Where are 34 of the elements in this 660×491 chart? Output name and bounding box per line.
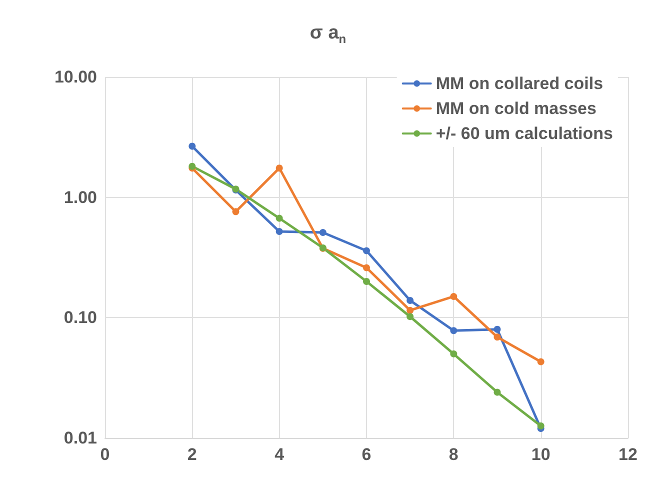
point <box>276 164 283 172</box>
point <box>450 327 458 334</box>
point <box>363 247 370 254</box>
point <box>406 306 414 314</box>
point <box>276 228 283 236</box>
x-tick-label: 4 <box>274 445 285 464</box>
point <box>494 326 501 333</box>
point <box>450 350 458 358</box>
point <box>319 229 326 236</box>
point <box>494 334 501 341</box>
x-tick-label: 2 <box>187 445 197 464</box>
x-tick-label: 0 <box>100 445 110 464</box>
y-tick-label: 1.00 <box>64 188 97 207</box>
point <box>537 422 544 430</box>
point <box>406 313 414 320</box>
point <box>232 208 240 216</box>
x-tick-label: 8 <box>448 445 458 464</box>
point <box>188 142 196 150</box>
point <box>494 388 501 396</box>
point <box>363 264 370 272</box>
legend-label: +/- 60 um calculations <box>436 124 614 143</box>
legend-label: MM on collared coils <box>436 74 604 93</box>
legend-label: MM on cold masses <box>436 99 596 118</box>
point <box>363 278 370 285</box>
point <box>537 358 544 366</box>
point <box>276 214 283 222</box>
y-tick-label: 0.01 <box>64 428 97 448</box>
y-tick-label: 10.00 <box>54 68 97 86</box>
x-tick-label: 6 <box>362 445 372 464</box>
point <box>406 296 414 304</box>
y-tick-label: 0.10 <box>64 308 97 328</box>
x-tick-label: 12 <box>618 445 638 464</box>
x-tick-label: 10 <box>531 445 550 464</box>
point <box>450 292 458 300</box>
